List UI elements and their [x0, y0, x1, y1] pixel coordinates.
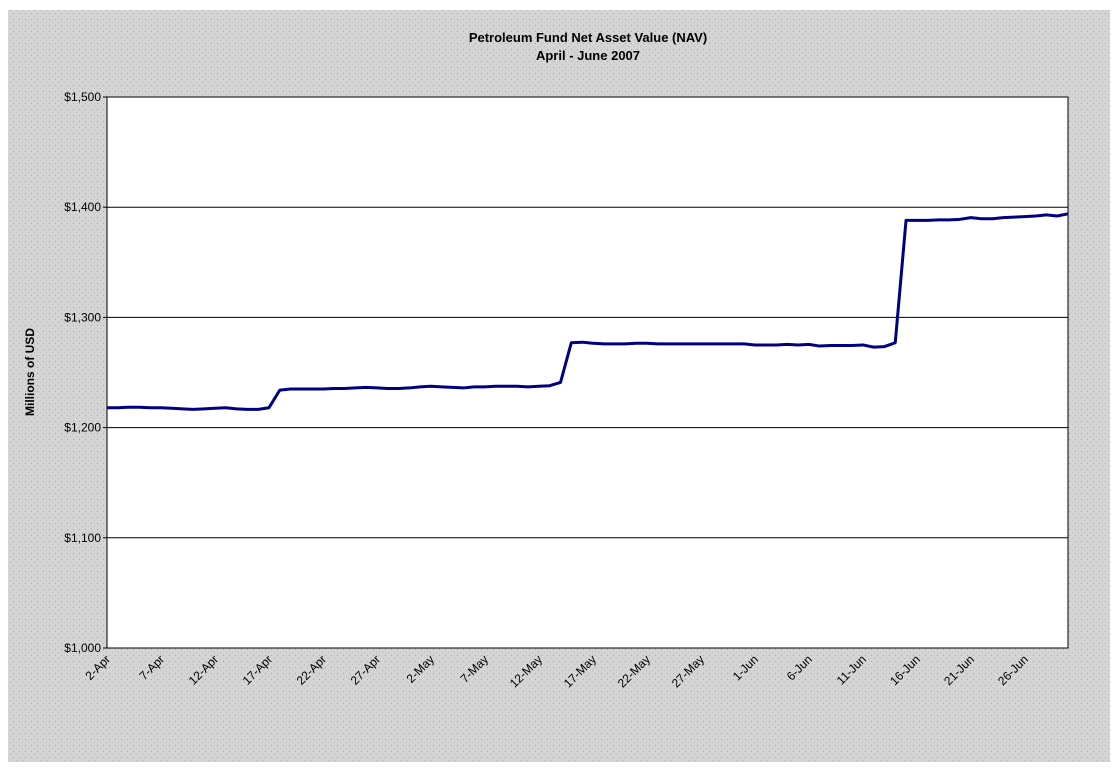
y-tick-label: $1,200 — [64, 421, 101, 435]
y-tick-label: $1,400 — [64, 200, 101, 214]
y-tick-label: $1,500 — [64, 90, 101, 104]
y-tick-label: $1,000 — [64, 641, 101, 655]
y-tick-label: $1,300 — [64, 310, 101, 324]
y-axis-label: Millions of USD — [23, 328, 37, 416]
chart-subtitle: April - June 2007 — [536, 48, 640, 63]
data-line — [107, 212, 1069, 411]
chart-title: Petroleum Fund Net Asset Value (NAV) — [469, 30, 707, 45]
plot-area — [106, 96, 1069, 649]
y-tick-label: $1,100 — [64, 531, 101, 545]
